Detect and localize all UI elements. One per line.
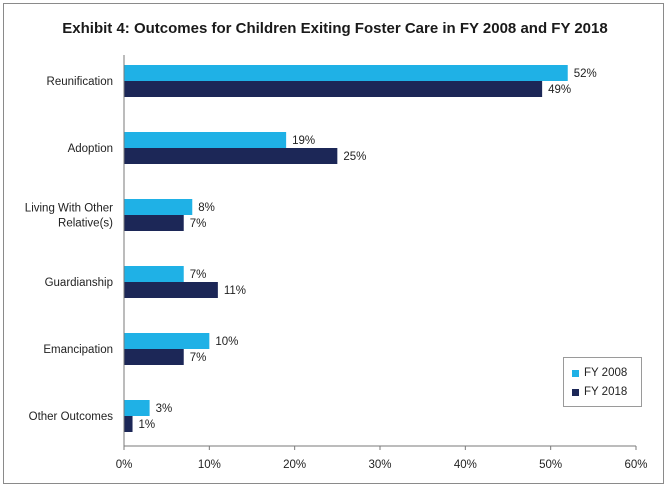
- x-tick-label-0: 0%: [116, 459, 133, 471]
- bar-fy2018-0: [124, 81, 543, 97]
- legend-swatch-fy2008: [572, 369, 579, 377]
- value-label-fy2018-2: 7%: [190, 218, 207, 230]
- value-label-fy2008-2: 8%: [198, 202, 215, 214]
- x-tick-label-3: 30%: [368, 459, 391, 471]
- value-label-fy2018-0: 49%: [548, 84, 571, 96]
- bar-fy2008-1: [124, 132, 287, 148]
- value-label-fy2018-5: 1%: [139, 419, 156, 431]
- value-label-fy2008-0: 52%: [574, 68, 597, 80]
- bar-fy2018-2: [124, 215, 184, 231]
- value-label-fy2018-1: 25%: [343, 151, 366, 163]
- value-label-fy2008-4: 10%: [215, 336, 238, 348]
- value-label-fy2008-3: 7%: [190, 269, 207, 281]
- legend-label-fy2018: FY 2018: [584, 386, 628, 398]
- bar-fy2018-4: [124, 349, 184, 365]
- value-label-fy2008-1: 19%: [292, 135, 315, 147]
- category-label-1: Adoption: [68, 143, 113, 155]
- bar-fy2008-0: [124, 65, 568, 81]
- x-tick-label-5: 50%: [539, 459, 562, 471]
- category-label-2: Living With Other Relative(s): [25, 203, 113, 230]
- category-label-3: Guardianship: [45, 277, 113, 289]
- bar-fy2018-5: [124, 416, 133, 432]
- bar-fy2018-3: [124, 282, 218, 298]
- bar-fy2008-4: [124, 333, 210, 349]
- x-tick-label-6: 60%: [624, 459, 647, 471]
- legend-item-fy2018: FY 2018: [572, 385, 627, 399]
- chart-title: Exhibit 4: Outcomes for Children Exiting…: [62, 20, 608, 37]
- category-label-0: Reunification: [47, 76, 113, 88]
- legend-item-fy2008: FY 2008: [572, 366, 627, 380]
- bar-fy2008-5: [124, 400, 150, 416]
- bar-fy2008-3: [124, 266, 184, 282]
- category-label-5: Other Outcomes: [29, 411, 114, 423]
- x-tick-label-4: 40%: [454, 459, 477, 471]
- x-tick-label-1: 10%: [198, 459, 221, 471]
- legend-label-fy2008: FY 2008: [584, 367, 628, 379]
- legend-swatch-fy2018: [572, 388, 579, 396]
- value-label-fy2008-5: 3%: [156, 403, 173, 415]
- value-label-fy2018-3: 11%: [224, 285, 246, 297]
- category-label-4: Emancipation: [43, 344, 113, 356]
- bar-fy2008-2: [124, 199, 193, 215]
- chart-legend: FY 2008 FY 2018: [563, 357, 642, 407]
- value-label-fy2018-4: 7%: [190, 352, 207, 364]
- bar-fy2018-1: [124, 148, 338, 164]
- x-tick-label-2: 20%: [283, 459, 306, 471]
